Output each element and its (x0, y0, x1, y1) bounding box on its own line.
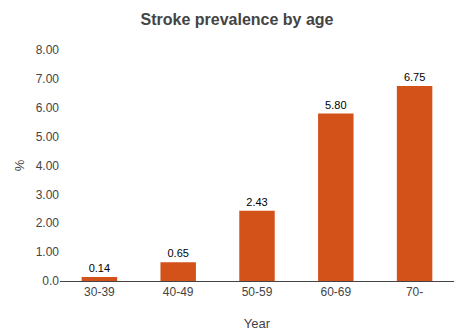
svg-text:4.00: 4.00 (36, 159, 60, 173)
svg-text:70-: 70- (406, 285, 423, 299)
svg-text:%: % (12, 159, 27, 171)
svg-text:6.75: 6.75 (404, 71, 425, 83)
svg-text:30-39: 30-39 (84, 285, 115, 299)
svg-text:40-49: 40-49 (163, 285, 194, 299)
svg-text:6.00: 6.00 (36, 101, 60, 115)
svg-text:8.00: 8.00 (36, 43, 60, 57)
svg-text:5.00: 5.00 (36, 130, 60, 144)
svg-text:0.14: 0.14 (89, 262, 110, 274)
svg-text:3.00: 3.00 (36, 188, 60, 202)
svg-text:Stroke prevalence by age: Stroke prevalence by age (141, 11, 334, 28)
svg-text:50-59: 50-59 (242, 285, 273, 299)
svg-text:1.00: 1.00 (36, 245, 60, 259)
svg-text:Year: Year (244, 316, 271, 331)
svg-text:2.00: 2.00 (36, 216, 60, 230)
svg-text:7.00: 7.00 (36, 72, 60, 86)
svg-text:0.65: 0.65 (167, 247, 188, 259)
svg-text:5.80: 5.80 (325, 99, 346, 111)
svg-text:0.0: 0.0 (42, 274, 59, 288)
svg-text:2.43: 2.43 (246, 196, 267, 208)
svg-text:60-69: 60-69 (320, 285, 351, 299)
